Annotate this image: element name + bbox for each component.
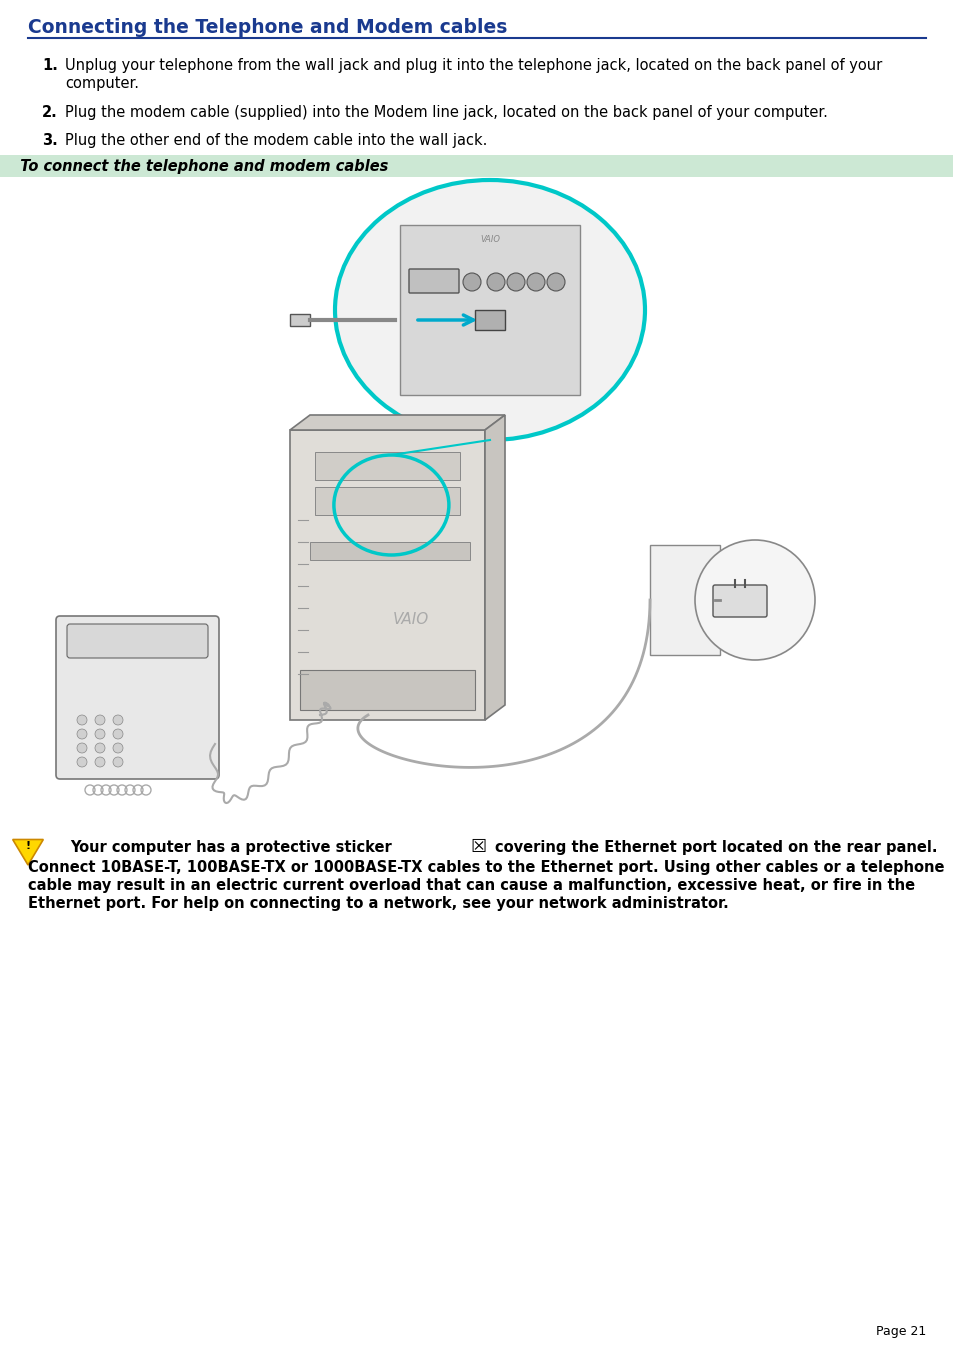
Bar [649,544,720,655]
Circle shape [462,273,480,290]
Circle shape [112,757,123,767]
Text: cable may result in an electric current overload that can cause a malfunction, e: cable may result in an electric current … [28,878,914,893]
FancyBboxPatch shape [409,269,458,293]
Circle shape [77,715,87,725]
Text: ☒: ☒ [470,838,486,857]
Text: Plug the other end of the modem cable into the wall jack.: Plug the other end of the modem cable in… [65,132,487,149]
FancyBboxPatch shape [56,616,219,780]
Polygon shape [484,415,504,720]
Circle shape [506,273,524,290]
Text: To connect the telephone and modem cables: To connect the telephone and modem cable… [10,159,388,174]
Circle shape [546,273,564,290]
Polygon shape [12,839,43,865]
Text: Plug the modem cable (supplied) into the Modem line jack, located on the back pa: Plug the modem cable (supplied) into the… [65,105,827,120]
Bar [314,453,459,480]
Text: VAIO: VAIO [479,235,499,245]
FancyBboxPatch shape [712,585,766,617]
Circle shape [695,540,814,661]
Text: Ethernet port. For help on connecting to a network, see your network administrat: Ethernet port. For help on connecting to… [28,896,728,911]
Bar [0,155,953,177]
Circle shape [526,273,544,290]
Text: !: ! [26,842,30,851]
Bar [399,226,579,394]
Text: 1.: 1. [42,58,58,73]
FancyBboxPatch shape [290,430,484,720]
Text: VAIO: VAIO [393,612,429,627]
Bar [310,542,470,561]
Text: 3.: 3. [42,132,58,149]
Text: covering the Ethernet port located on the rear panel.: covering the Ethernet port located on th… [495,840,937,855]
Bar [290,313,310,326]
Circle shape [95,743,105,753]
Circle shape [95,757,105,767]
Bar [475,309,504,330]
Text: Page 21: Page 21 [875,1325,925,1337]
Circle shape [77,743,87,753]
Text: Connecting the Telephone and Modem cables: Connecting the Telephone and Modem cable… [28,18,507,36]
Ellipse shape [335,180,644,440]
Text: Unplug your telephone from the wall jack and plug it into the telephone jack, lo: Unplug your telephone from the wall jack… [65,58,882,73]
Text: computer.: computer. [65,76,139,91]
Bar [314,486,459,515]
FancyBboxPatch shape [67,624,208,658]
Circle shape [486,273,504,290]
Text: Your computer has a protective sticker: Your computer has a protective sticker [70,840,392,855]
Bar [299,670,475,711]
Circle shape [112,730,123,739]
Circle shape [95,730,105,739]
Circle shape [95,715,105,725]
Circle shape [112,715,123,725]
Text: Connect 10BASE-T, 100BASE-TX or 1000BASE-TX cables to the Ethernet port. Using o: Connect 10BASE-T, 100BASE-TX or 1000BASE… [28,861,943,875]
Circle shape [77,730,87,739]
Text: 2.: 2. [42,105,58,120]
Circle shape [77,757,87,767]
Polygon shape [290,415,504,430]
Circle shape [112,743,123,753]
